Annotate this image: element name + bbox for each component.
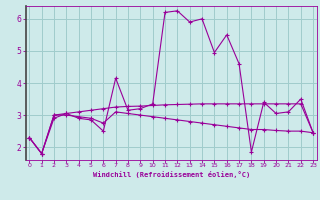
X-axis label: Windchill (Refroidissement éolien,°C): Windchill (Refroidissement éolien,°C) [92,171,250,178]
